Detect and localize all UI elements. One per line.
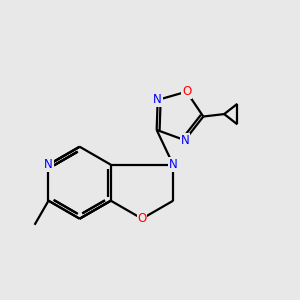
Text: N: N [44, 158, 53, 171]
Text: O: O [137, 212, 147, 225]
Text: N: N [153, 93, 162, 106]
Text: O: O [182, 85, 191, 98]
Text: N: N [181, 134, 189, 147]
Text: N: N [169, 158, 178, 171]
